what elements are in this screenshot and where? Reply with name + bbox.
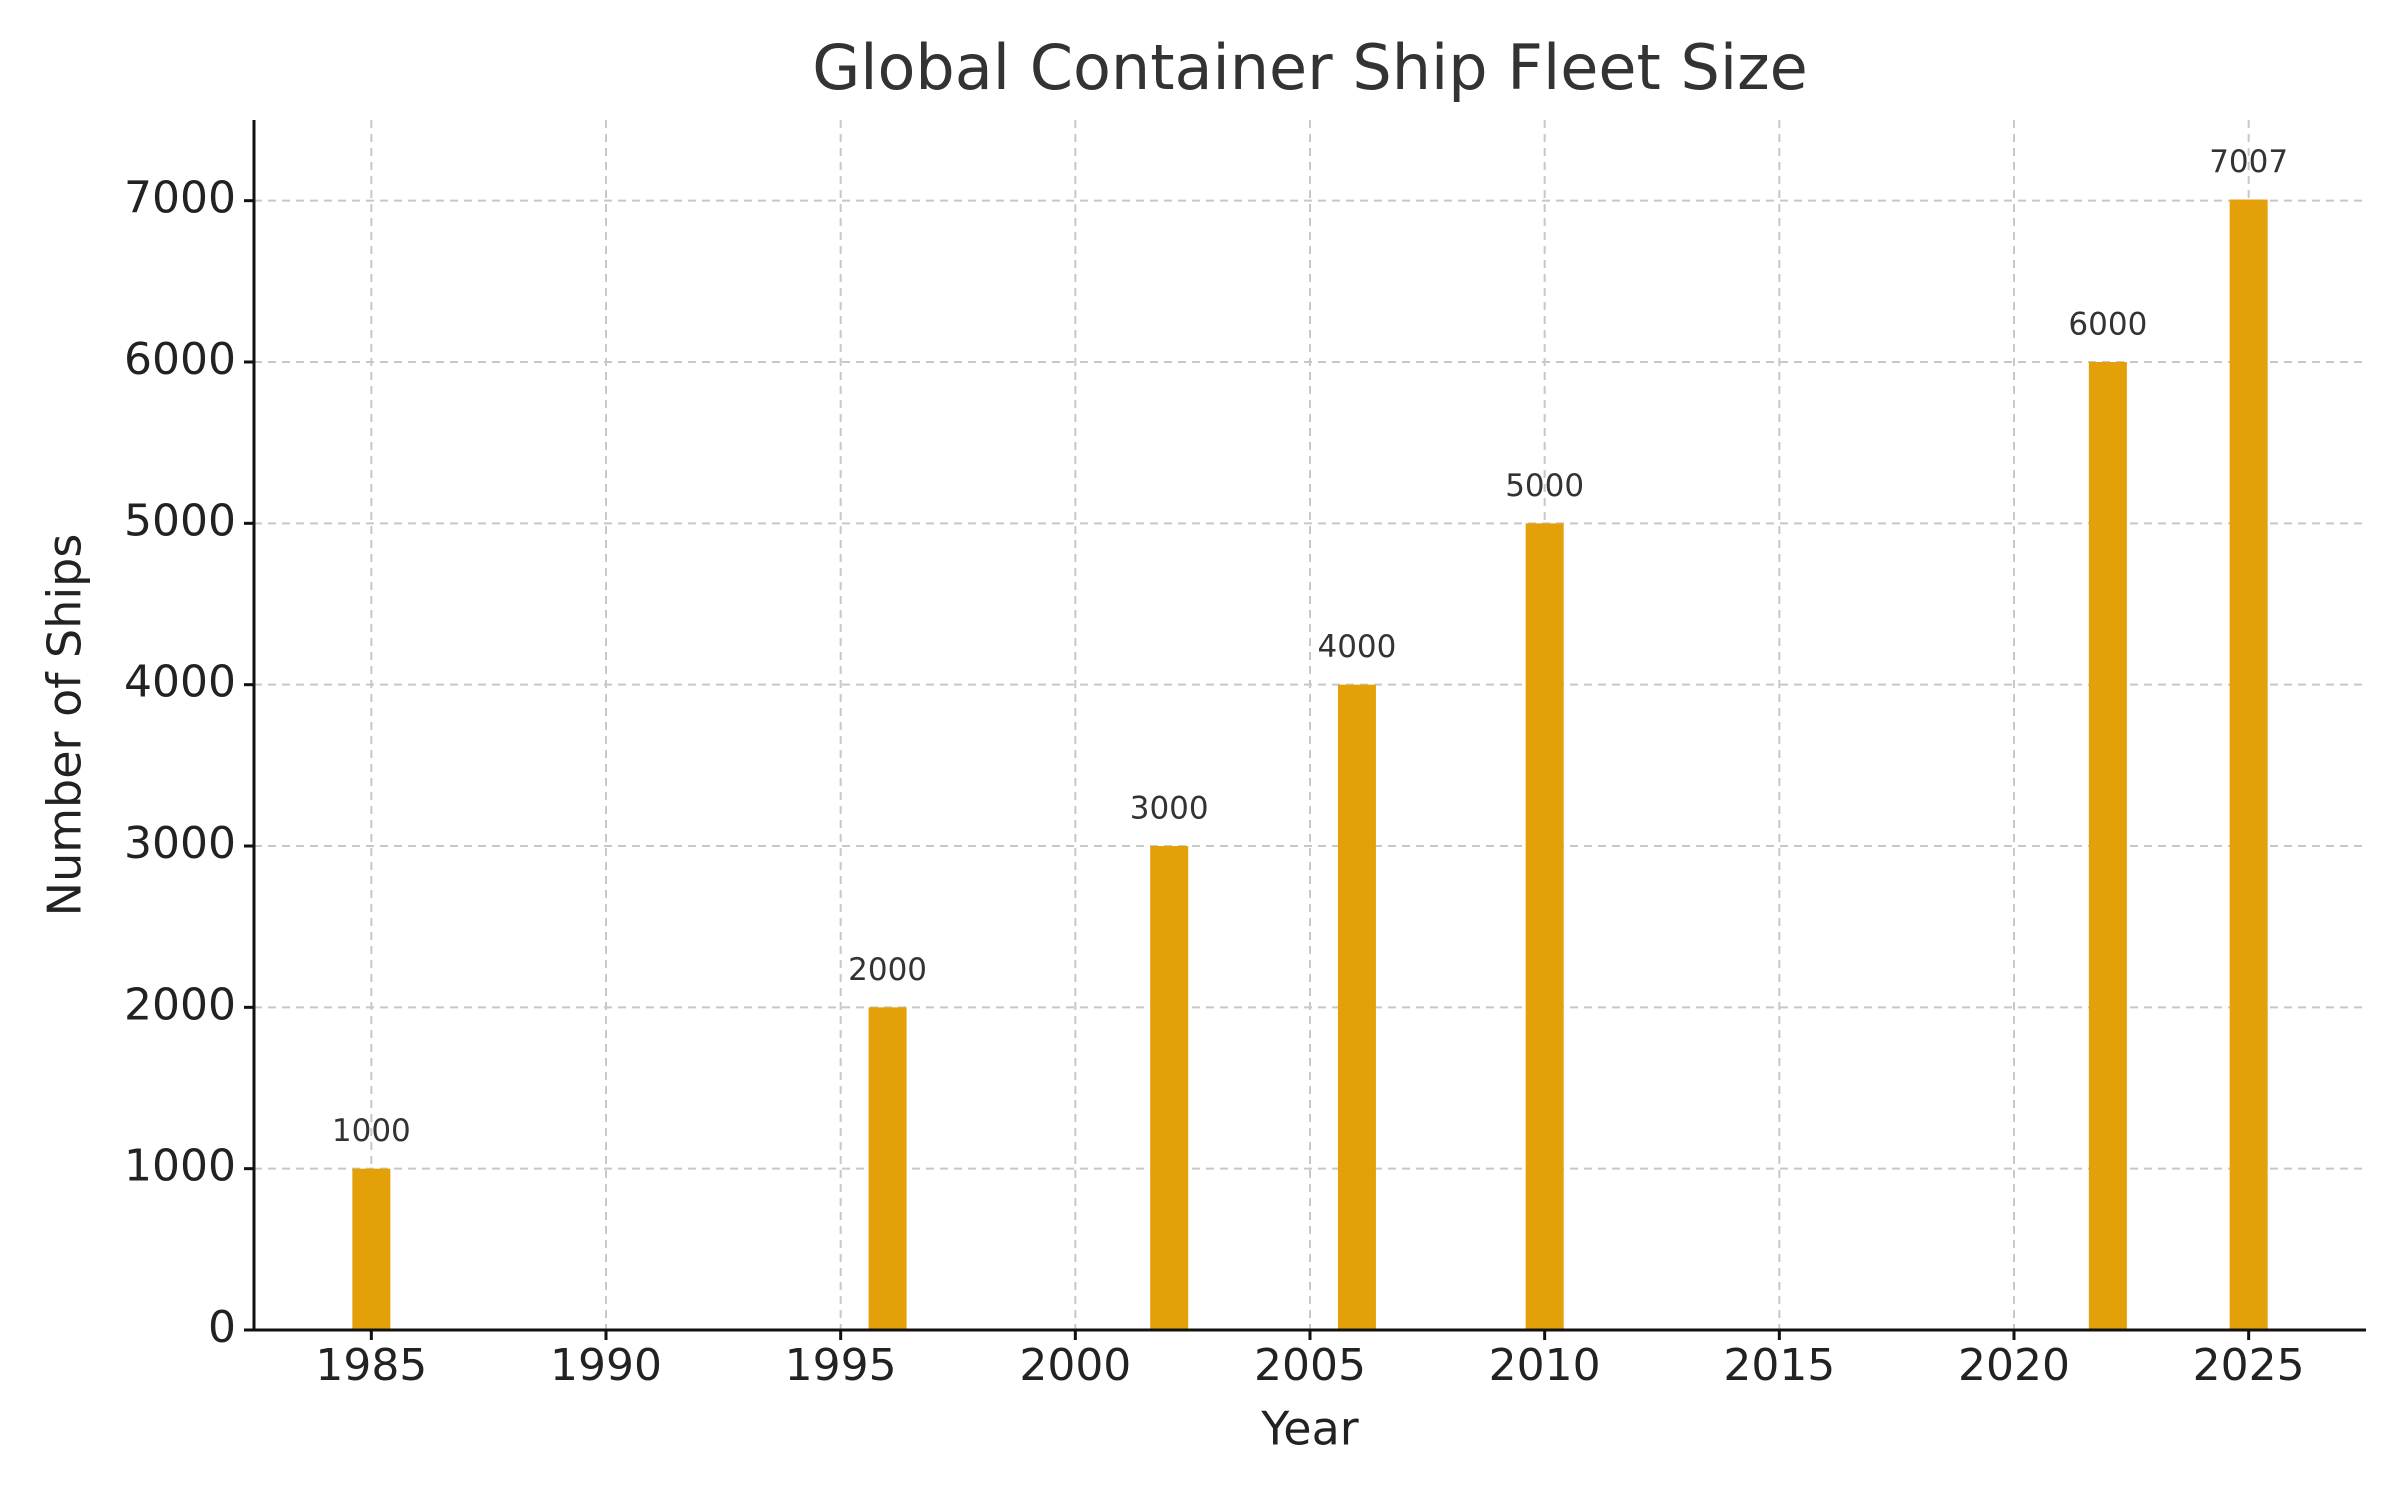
x-axis-label: Year: [1260, 1402, 1358, 1456]
x-tick-label: 1995: [785, 1340, 897, 1391]
bar: [1337, 684, 1376, 1330]
y-tick-label: 4000: [124, 657, 236, 708]
data-label: 1000: [332, 1113, 411, 1149]
x-tick-label: 2005: [1254, 1340, 1366, 1391]
y-tick-label: 2000: [124, 979, 236, 1030]
data-label: 3000: [1130, 791, 1209, 827]
data-label: 7007: [2209, 144, 2288, 180]
bar: [352, 1168, 391, 1330]
data-label: 4000: [1317, 629, 1396, 665]
data-label: 5000: [1505, 468, 1584, 504]
y-axis-label: Number of Ships: [38, 534, 92, 917]
chart-title: Global Container Ship Fleet Size: [812, 31, 1808, 104]
x-tick-label: 2015: [1723, 1340, 1835, 1391]
data-label: 6000: [2068, 307, 2147, 343]
y-tick-label: 6000: [124, 334, 236, 385]
y-tick-label: 5000: [124, 495, 236, 546]
bar: [1150, 846, 1189, 1330]
bar: [1525, 523, 1564, 1330]
x-tick-label: 2020: [1958, 1340, 2070, 1391]
y-tick-label: 1000: [124, 1141, 236, 1192]
x-tick-label: 2010: [1489, 1340, 1601, 1391]
bar: [868, 1007, 907, 1330]
bar: [2229, 199, 2268, 1330]
x-tick-label: 2025: [2193, 1340, 2305, 1391]
bar: [2088, 362, 2127, 1330]
x-tick-label: 1985: [315, 1340, 427, 1391]
y-tick-label: 0: [208, 1302, 236, 1353]
x-tick-label: 2000: [1019, 1340, 1131, 1391]
data-label: 2000: [848, 952, 927, 988]
y-tick-label: 3000: [124, 818, 236, 869]
y-tick-label: 7000: [124, 173, 236, 224]
x-tick-label: 1990: [550, 1340, 662, 1391]
